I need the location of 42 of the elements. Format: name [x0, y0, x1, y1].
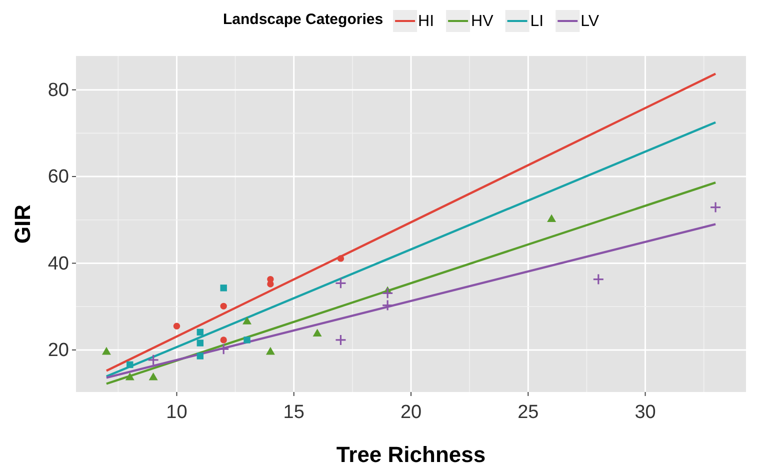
legend-title: Landscape Categories — [222, 11, 384, 28]
point — [148, 372, 158, 380]
point — [710, 202, 722, 214]
x-tick-label: 30 — [634, 402, 656, 423]
y-axis-title: GIR — [10, 204, 35, 244]
point — [196, 340, 204, 346]
legend-label: LV — [580, 13, 600, 30]
point — [266, 346, 275, 355]
point — [196, 328, 204, 336]
point — [312, 328, 322, 336]
legend-label: LI — [530, 13, 544, 30]
point — [196, 352, 204, 360]
point — [547, 214, 556, 222]
point — [267, 280, 274, 288]
y-tick-label: 40 — [48, 253, 69, 274]
x-tick-label: 20 — [400, 402, 422, 423]
point — [244, 336, 250, 344]
x-axis-title: Tree Richness — [336, 442, 486, 467]
point — [220, 302, 227, 310]
point — [173, 322, 180, 330]
y-tick-label: 20 — [48, 340, 69, 362]
point — [102, 346, 111, 355]
point — [242, 316, 252, 324]
point — [337, 255, 344, 262]
x-tick-label: 15 — [283, 402, 304, 423]
point — [334, 334, 347, 346]
legend-label: HI — [418, 13, 434, 30]
point — [148, 354, 160, 366]
point — [126, 361, 134, 368]
point — [218, 343, 230, 355]
point — [220, 336, 227, 344]
legend-label: HV — [471, 13, 494, 30]
point — [382, 299, 394, 312]
point — [334, 277, 347, 289]
y-tick-label: 60 — [48, 166, 69, 188]
x-tick-label: 10 — [166, 402, 188, 423]
point — [125, 372, 134, 380]
point — [220, 284, 227, 292]
point — [592, 273, 604, 286]
x-tick-label: 25 — [518, 402, 539, 423]
y-tick-label: 80 — [48, 80, 69, 101]
point — [382, 287, 394, 299]
